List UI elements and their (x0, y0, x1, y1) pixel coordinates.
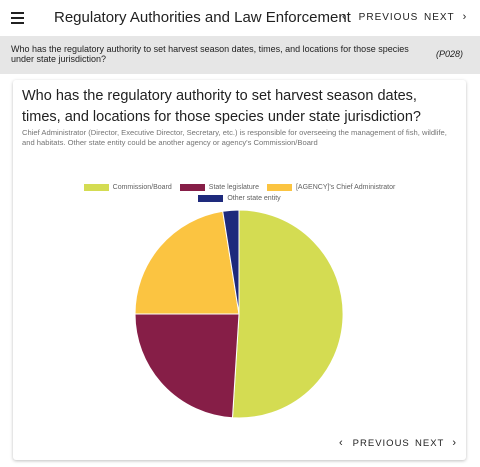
pie-slice[interactable] (134, 313, 240, 419)
chevron-right-icon: › (462, 11, 468, 23)
question-code: (P028) (436, 49, 464, 59)
question-card: Who has the regulatory authority to set … (13, 80, 466, 460)
pie-slice[interactable] (134, 210, 240, 315)
question-text: Who has the regulatory authority to set … (11, 44, 409, 64)
card-title: Who has the regulatory authority to set … (22, 88, 421, 125)
chevron-right-icon: › (452, 437, 458, 449)
legend-item[interactable]: Commission/Board (83, 184, 172, 191)
legend-label: State legislature (208, 184, 259, 191)
question-bar: Who has the regulatory authority to set … (0, 36, 480, 74)
legend-item[interactable]: [AGENCY]'s Chief Administrator (266, 184, 396, 191)
legend-row: Other state entity (13, 193, 466, 204)
legend-label: Commission/Board (112, 184, 172, 191)
pie-slice[interactable] (222, 209, 240, 315)
next-button[interactable]: NEXT › (424, 11, 467, 23)
legend-swatch (83, 184, 109, 191)
pie-slice[interactable] (231, 209, 344, 419)
app-title: Regulatory Authorities and Law Enforceme… (54, 9, 351, 26)
chevron-left-icon: ‹ (339, 437, 344, 449)
card-next-button[interactable]: NEXT › (415, 437, 457, 449)
card-previous-button[interactable]: ‹ PREVIOUS (339, 437, 410, 449)
chevron-left-icon: ‹ (342, 11, 347, 23)
previous-label: PREVIOUS (358, 11, 419, 23)
legend-swatch (266, 184, 292, 191)
previous-button[interactable]: ‹ PREVIOUS (342, 11, 418, 23)
card-previous-label: PREVIOUS (352, 437, 410, 449)
menu-icon[interactable] (10, 9, 28, 27)
chart-legend: Commission/Board State legislature [AGENCY… (13, 182, 466, 204)
next-label: NEXT (424, 11, 455, 23)
pie-chart (134, 209, 344, 419)
legend-swatch (179, 184, 205, 191)
legend-item[interactable]: State legislature (179, 184, 259, 191)
app-bar: Regulatory Authorities and Law Enforceme… (0, 0, 480, 36)
legend-label: Other state entity (227, 195, 281, 202)
card-description: Chief Administrator (Director, Executive… (22, 128, 447, 147)
legend-swatch (198, 195, 224, 202)
legend-row: Commission/Board State legislature [AGENCY… (13, 182, 466, 193)
card-next-label: NEXT (415, 437, 445, 449)
legend-item[interactable]: Other state entity (198, 195, 281, 202)
legend-label: [AGENCY]'s Chief Administrator (295, 184, 396, 191)
